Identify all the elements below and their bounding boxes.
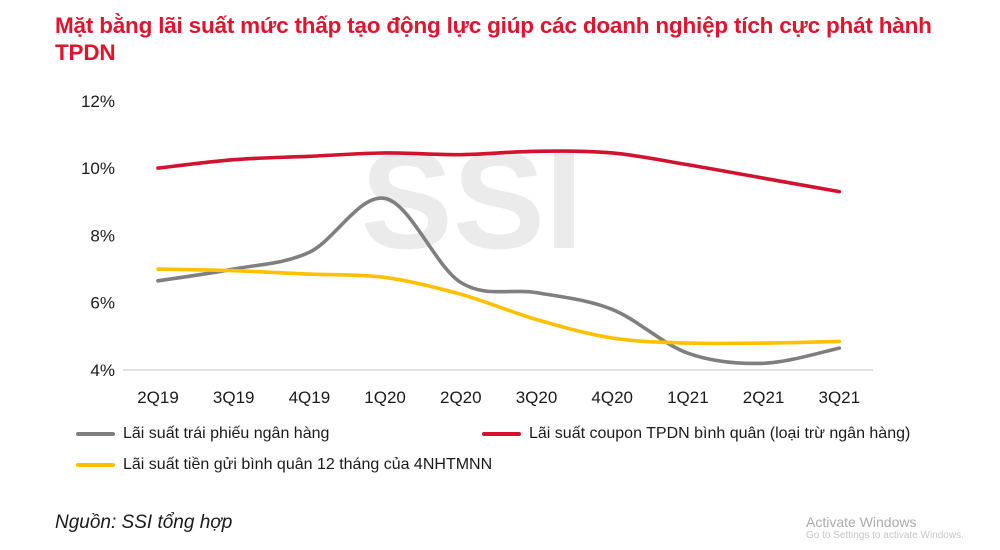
y-axis-label: 10% — [81, 159, 115, 178]
legend-swatch-red-line — [482, 432, 521, 436]
series-line-1 — [156, 149, 842, 194]
legend-item-deposit-rate: Lãi suất tiền gửi bình quân 12 tháng của… — [76, 455, 492, 475]
x-axis-label: 3Q20 — [516, 388, 558, 407]
y-axis-label: 4% — [90, 361, 115, 380]
x-axis-label: 4Q19 — [289, 388, 331, 407]
x-axis-label: 4Q20 — [591, 388, 633, 407]
x-axis-label: 1Q21 — [667, 388, 709, 407]
x-axis-label: 2Q20 — [440, 388, 482, 407]
y-axis-label: 12% — [81, 92, 115, 111]
legend-swatch-yellow-line — [76, 463, 115, 467]
x-axis-label: 3Q19 — [213, 388, 255, 407]
y-axis-label: 8% — [90, 226, 115, 245]
activate-windows-line1: Activate Windows — [806, 514, 917, 530]
legend-label: Lãi suất trái phiếu ngân hàng — [123, 425, 330, 442]
legend-label: Lãi suất tiền gửi bình quân 12 tháng của… — [123, 456, 493, 473]
x-axis-label: 1Q20 — [364, 388, 406, 407]
chart-title: Mặt bằng lãi suất mức thấp tạo động lực … — [55, 13, 932, 65]
x-axis-label: 2Q19 — [137, 388, 179, 407]
legend-item-tpdn-coupon: Lãi suất coupon TPDN bình quân (loại trừ… — [482, 424, 910, 444]
x-axis-label: 3Q21 — [819, 388, 861, 407]
series-line-0 — [156, 196, 842, 366]
legend-swatch-gray-line — [76, 432, 115, 436]
activate-windows-watermark: Activate Windows Go to Settings to activ… — [806, 514, 964, 542]
x-axis-label: 2Q21 — [743, 388, 785, 407]
legend-item-bank-bond: Lãi suất trái phiếu ngân hàng — [76, 424, 329, 444]
series-line-2 — [156, 267, 842, 346]
activate-windows-line2: Go to Settings to activate Windows. — [806, 530, 964, 542]
source-note: Nguồn: SSI tổng hợp — [55, 512, 233, 533]
legend-label: Lãi suất coupon TPDN bình quân (loại trừ… — [529, 425, 911, 442]
y-axis-label: 6% — [90, 294, 115, 313]
